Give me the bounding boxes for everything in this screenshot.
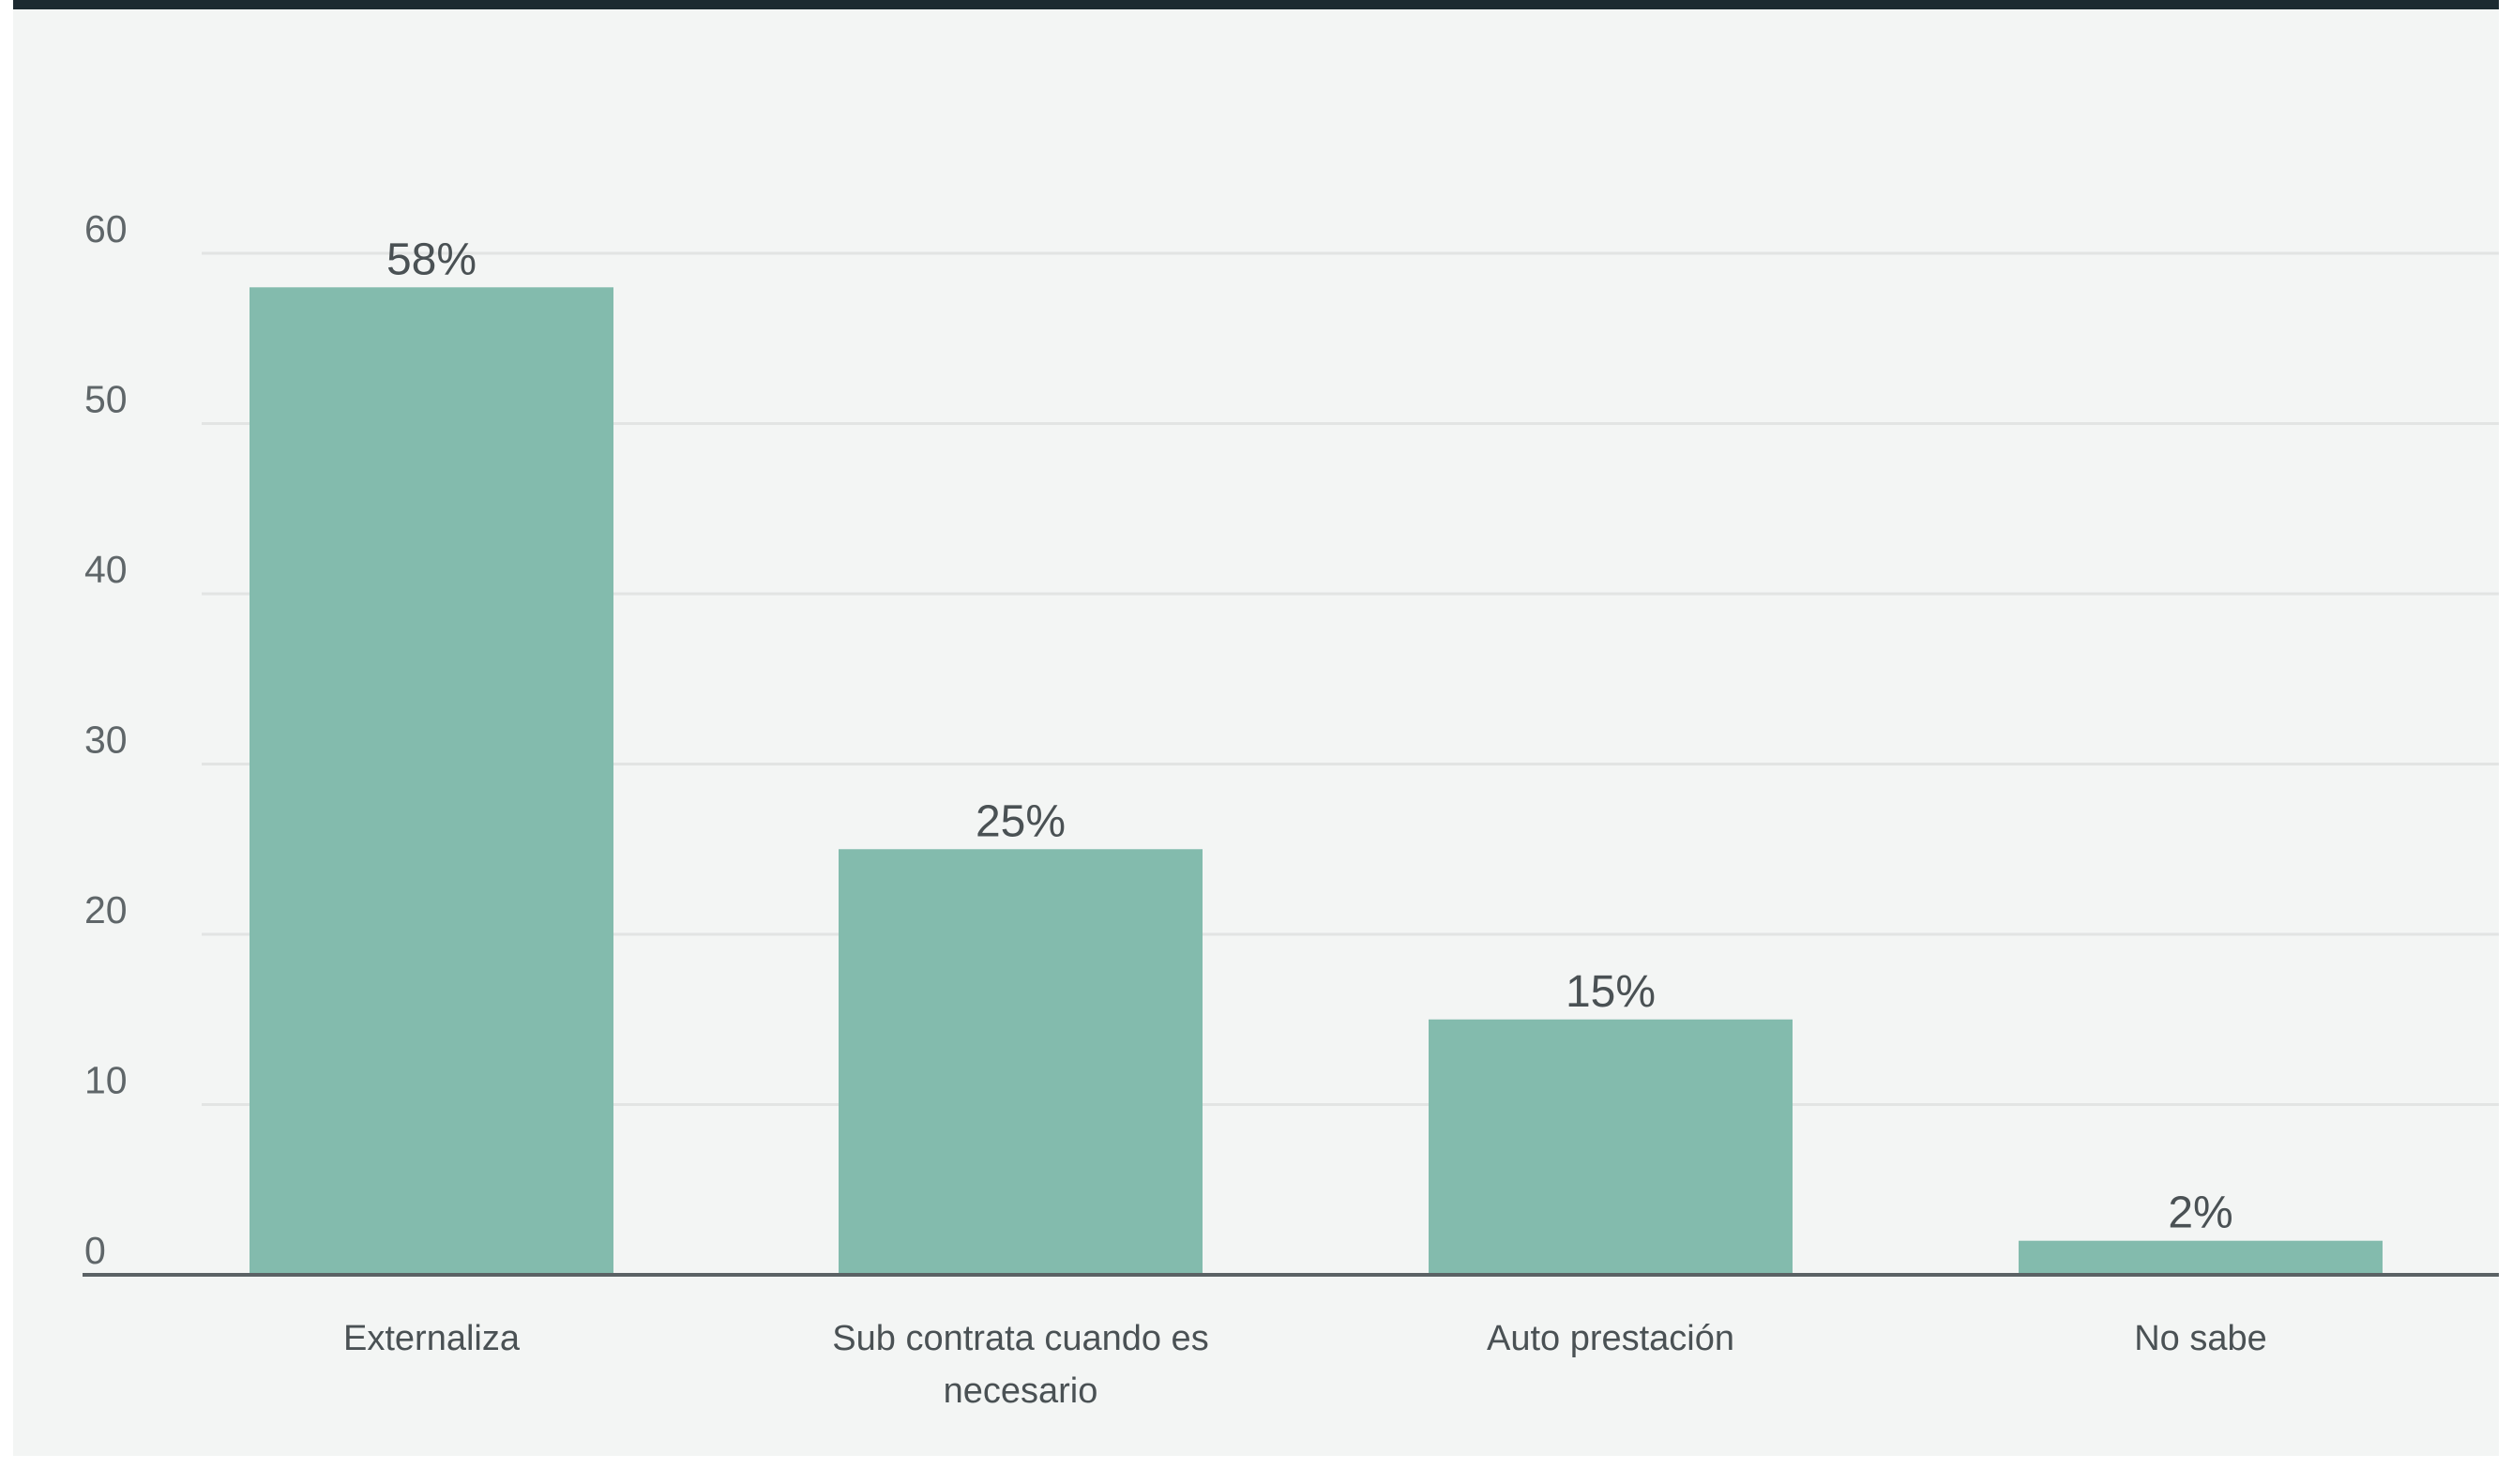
y-tick-label: 50 — [84, 378, 128, 421]
y-tick-label: 40 — [84, 548, 128, 591]
bars — [250, 287, 2383, 1275]
data-labels: 58% 25% 15% 2% — [386, 235, 2233, 1237]
y-axis-ticks: 0 10 20 30 40 50 60 — [84, 207, 128, 1272]
x-tick-label: necesario — [944, 1371, 1098, 1411]
bar — [1429, 1019, 1793, 1275]
data-label: 25% — [976, 796, 1066, 846]
y-tick-label: 10 — [84, 1059, 128, 1102]
data-label: 15% — [1566, 967, 1656, 1017]
x-axis-ticks: Externaliza Sub contrata cuando es necesar… — [343, 1319, 2267, 1411]
bar — [839, 849, 1203, 1275]
y-tick-label: 0 — [84, 1229, 106, 1272]
y-tick-label: 20 — [84, 888, 128, 931]
x-tick-label: No sabe — [2134, 1319, 2267, 1358]
x-tick-label: Externaliza — [343, 1319, 521, 1358]
top-rule — [13, 0, 2499, 9]
y-tick-label: 30 — [84, 719, 128, 762]
data-label: 2% — [2168, 1189, 2232, 1238]
y-tick-label: 60 — [84, 207, 128, 250]
bar — [2019, 1240, 2383, 1275]
x-tick-label: Sub contrata cuando es — [832, 1319, 1208, 1358]
x-tick-label: Auto prestación — [1487, 1319, 1734, 1358]
data-label: 58% — [386, 235, 477, 284]
bar — [250, 287, 613, 1275]
